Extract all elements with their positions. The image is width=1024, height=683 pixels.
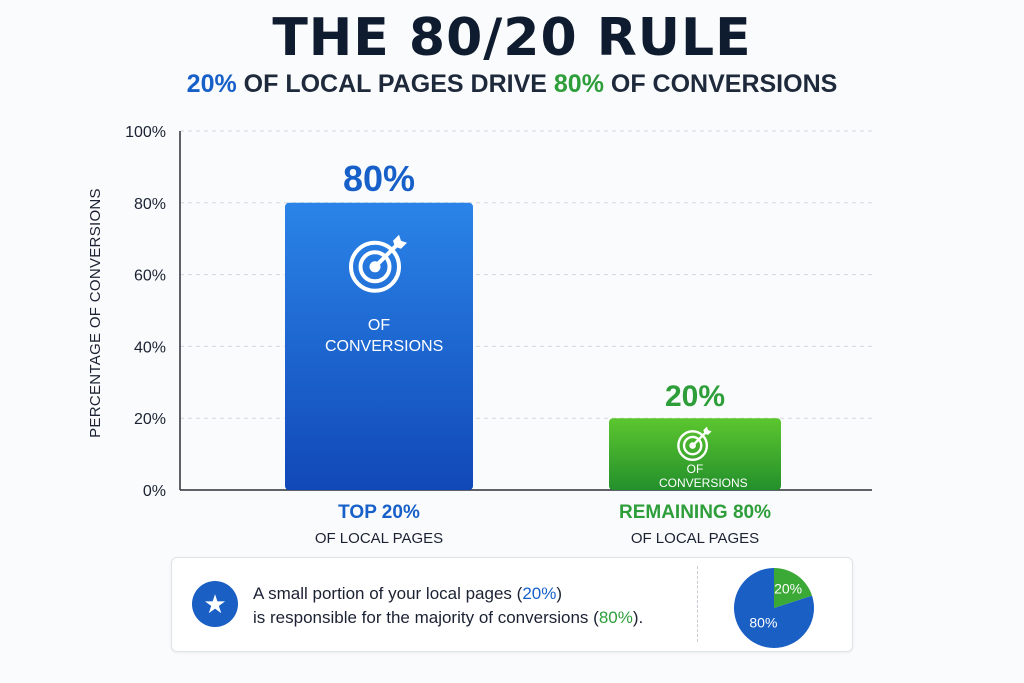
subtitle-text-2: OF CONVERSIONS — [603, 70, 838, 98]
y-tick-label: 0% — [143, 483, 166, 500]
pie-label: 80% — [749, 615, 777, 631]
bar-top-pages-text: OF CONVERSIONS — [325, 316, 444, 355]
callout-line2-value: 80% — [598, 608, 633, 627]
page-title: THE 80/20 RULE — [272, 8, 752, 68]
pie-label: 20% — [774, 581, 802, 597]
value-label-top-pages: 80% — [343, 158, 415, 199]
y-tick-label: 100% — [125, 124, 166, 141]
category-top-pages-sublabel: OF LOCAL PAGES — [314, 530, 444, 547]
star-icon: ★ — [192, 581, 238, 627]
value-label-remaining-pages: 20% — [665, 380, 725, 413]
bar-top-pages — [285, 202, 473, 491]
callout-line1-value: 20% — [522, 584, 557, 603]
bar-remaining-pages-text: OF CONVERSIONS — [659, 462, 748, 491]
y-tick-label: 40% — [134, 339, 166, 356]
y-tick-label: 60% — [134, 268, 166, 285]
subtitle-highlight-conversions: 80% — [553, 70, 604, 98]
callout-line1-a: A small portion of your local pages ( — [253, 584, 523, 603]
callout-line2-c: ). — [632, 608, 644, 627]
category-remaining-pages-sublabel: OF LOCAL PAGES — [630, 530, 760, 547]
category-top-pages-label: TOP 20% — [338, 502, 420, 523]
callout-divider — [697, 566, 698, 642]
subtitle-highlight-pages: 20% — [186, 70, 237, 98]
pie-slice-20 — [774, 568, 813, 608]
category-top-pages: TOP 20% OF LOCAL PAGES — [249, 502, 509, 547]
callout-line1-c: ) — [556, 584, 563, 603]
subtitle-text-1: OF LOCAL PAGES DRIVE — [236, 70, 554, 98]
y-tick-label: 20% — [134, 411, 166, 428]
callout-box: ★ A small portion of your local pages (2… — [171, 557, 853, 652]
callout-text: A small portion of your local pages (20%… — [253, 582, 643, 630]
subtitle: 20% OF LOCAL PAGES DRIVE 80% OF CONVERSI… — [0, 70, 1024, 99]
category-remaining-pages-label: REMAINING 80% — [618, 502, 772, 523]
y-tick-label: 80% — [134, 196, 166, 213]
category-remaining-pages: REMAINING 80% OF LOCAL PAGES — [565, 502, 825, 547]
pie-chart: 80% 20% — [734, 568, 814, 648]
callout-line2-a: is responsible for the majority of conve… — [253, 608, 599, 627]
